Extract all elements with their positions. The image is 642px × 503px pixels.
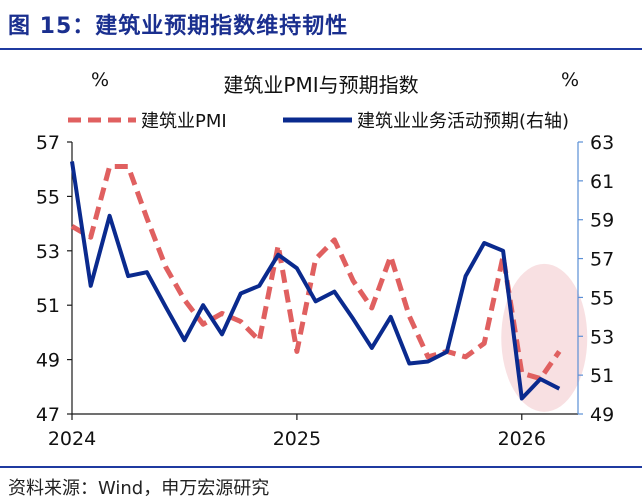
highlight-ellipse xyxy=(501,263,588,412)
source-note: 资料来源：Wind，申万宏源研究 xyxy=(8,478,270,499)
right-unit-label: % xyxy=(561,69,579,91)
left-tick-label: 53 xyxy=(36,241,60,263)
right-axis-ticks: 49 51 53 55 57 59 61 63 xyxy=(578,132,614,426)
figure-title: 图 15：建筑业预期指数维持韧性 xyxy=(8,14,349,39)
left-unit-label: % xyxy=(91,69,109,91)
legend-expect-label: 建筑业业务活动预期(右轴) xyxy=(357,111,569,132)
x-tick-label: 2024 xyxy=(48,428,96,450)
series-line-pmi xyxy=(70,164,562,382)
right-tick-label: 53 xyxy=(590,326,614,348)
right-tick-label: 59 xyxy=(590,210,614,232)
right-tick-label: 51 xyxy=(590,365,614,387)
right-tick-label: 57 xyxy=(590,249,614,271)
right-tick-label: 49 xyxy=(590,404,614,426)
right-tick-label: 61 xyxy=(590,171,614,193)
chart-title: 建筑业PMI与预期指数 xyxy=(223,73,418,97)
source-rule xyxy=(0,466,642,468)
left-tick-label: 55 xyxy=(36,186,60,208)
legend: 建筑业PMI 建筑业业务活动预期(右轴) xyxy=(68,111,569,132)
right-tick-label: 63 xyxy=(590,132,614,154)
left-tick-label: 57 xyxy=(36,132,60,154)
left-tick-label: 47 xyxy=(36,404,60,426)
left-tick-label: 49 xyxy=(36,350,60,372)
title-rule xyxy=(0,48,642,50)
x-tick-label: 2026 xyxy=(498,428,546,450)
left-axis-ticks: 47 49 51 53 55 57 xyxy=(36,132,72,426)
left-tick-label: 51 xyxy=(36,295,60,317)
legend-pmi-label: 建筑业PMI xyxy=(141,111,227,132)
x-axis-ticks: 2024 2025 2026 xyxy=(48,414,546,450)
x-tick-label: 2025 xyxy=(273,428,321,450)
series-line-expect xyxy=(70,161,561,401)
right-tick-label: 55 xyxy=(590,287,614,309)
